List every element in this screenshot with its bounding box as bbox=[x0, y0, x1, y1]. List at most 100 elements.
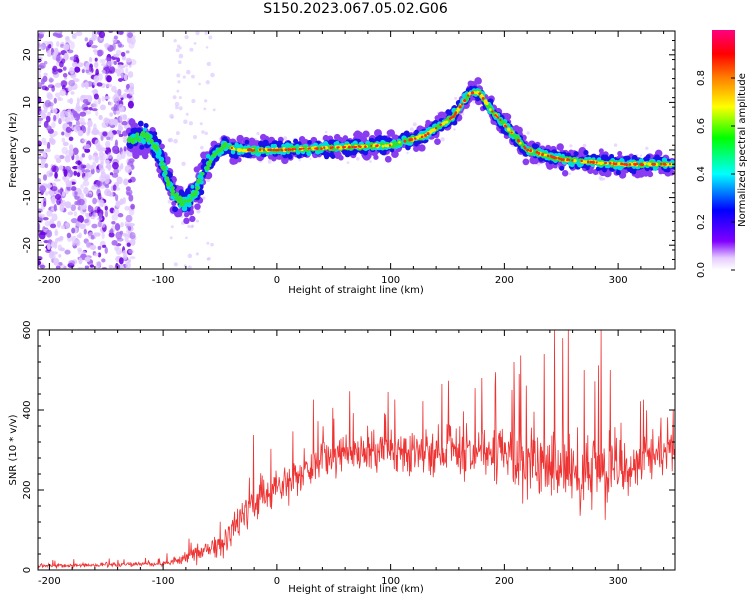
ridge-point bbox=[625, 163, 628, 166]
noise-speck bbox=[112, 53, 119, 58]
ridge-point bbox=[386, 137, 392, 143]
noise-speck bbox=[77, 215, 85, 224]
ridge-point bbox=[583, 149, 589, 156]
noise-speck bbox=[115, 194, 119, 202]
noise-speck bbox=[204, 99, 208, 103]
ridge-point bbox=[323, 151, 330, 159]
noise-speck bbox=[39, 264, 46, 269]
noise-speck bbox=[54, 228, 58, 237]
noise-speck bbox=[126, 83, 130, 89]
ridge-point bbox=[499, 118, 502, 122]
ridge-point bbox=[513, 125, 520, 132]
noise-speck bbox=[83, 218, 90, 224]
ridge-point bbox=[137, 120, 144, 127]
noise-speck bbox=[53, 178, 61, 182]
noise-speck bbox=[44, 87, 49, 91]
noise-speck bbox=[70, 186, 77, 191]
noise-speck bbox=[104, 176, 110, 185]
ridge-point bbox=[330, 154, 336, 159]
ridge-point bbox=[195, 186, 200, 191]
noise-speck bbox=[113, 35, 118, 40]
noise-speck bbox=[99, 174, 105, 182]
noise-speck bbox=[63, 52, 69, 60]
noise-speck bbox=[55, 54, 61, 62]
ridge-point bbox=[325, 146, 329, 150]
noise-speck bbox=[169, 236, 173, 240]
halo-speck bbox=[283, 136, 288, 141]
noise-speck bbox=[38, 62, 46, 69]
noise-speck bbox=[73, 211, 77, 217]
noise-speck bbox=[113, 208, 120, 215]
noise-speck bbox=[71, 227, 76, 234]
ridge-point bbox=[576, 160, 582, 166]
ridge-point bbox=[277, 148, 280, 152]
noise-speck bbox=[60, 225, 66, 230]
ridge-point bbox=[580, 159, 583, 163]
noise-speck bbox=[70, 204, 76, 212]
noise-speck bbox=[101, 95, 106, 102]
noise-speck bbox=[127, 259, 132, 263]
noise-speck bbox=[43, 201, 47, 207]
noise-speck bbox=[80, 94, 88, 99]
ridge-point bbox=[274, 148, 278, 152]
noise-speck bbox=[60, 80, 68, 88]
ridge-point bbox=[418, 144, 426, 152]
noise-speck bbox=[72, 78, 80, 83]
noise-speck bbox=[52, 65, 58, 72]
noise-speck bbox=[53, 97, 57, 104]
noise-speck bbox=[70, 110, 77, 114]
ridge-point bbox=[573, 151, 579, 157]
noise-speck bbox=[50, 185, 58, 192]
noise-speck bbox=[112, 95, 120, 102]
noise-speck bbox=[46, 141, 51, 150]
noise-speck bbox=[199, 122, 203, 126]
ridge-point bbox=[269, 148, 272, 152]
noise-speck bbox=[114, 89, 118, 94]
ridge-point bbox=[183, 217, 190, 225]
ridge-point bbox=[284, 148, 288, 152]
noise-speck bbox=[85, 69, 90, 74]
noise-speck bbox=[120, 221, 124, 228]
noise-speck bbox=[61, 137, 66, 143]
noise-speck bbox=[191, 99, 196, 104]
ridge-point bbox=[197, 178, 202, 182]
ridge-point bbox=[426, 132, 430, 136]
noise-speck bbox=[85, 193, 93, 198]
noise-speck bbox=[41, 137, 47, 143]
ridge-point bbox=[370, 144, 373, 147]
noise-speck bbox=[89, 244, 97, 250]
noise-speck bbox=[80, 184, 84, 190]
halo-speck bbox=[256, 131, 260, 136]
noise-speck bbox=[188, 121, 194, 126]
noise-speck bbox=[57, 189, 62, 193]
noise-speck bbox=[114, 223, 121, 231]
noise-speck bbox=[103, 43, 111, 48]
ridge-point bbox=[260, 141, 266, 147]
ridge-point bbox=[403, 139, 407, 143]
noise-speck bbox=[38, 73, 42, 80]
noise-speck bbox=[68, 115, 74, 122]
halo-speck bbox=[613, 143, 618, 147]
noise-speck bbox=[187, 265, 192, 269]
noise-speck bbox=[53, 204, 57, 212]
noise-speck bbox=[178, 53, 184, 59]
noise-speck bbox=[44, 183, 48, 189]
noise-speck bbox=[88, 56, 93, 63]
noise-speck bbox=[73, 124, 81, 133]
noise-speck bbox=[45, 115, 51, 123]
ridge-point bbox=[139, 144, 145, 150]
noise-speck bbox=[43, 153, 47, 159]
noise-speck bbox=[95, 261, 102, 268]
noise-speck bbox=[122, 250, 127, 255]
snr-marks bbox=[38, 330, 675, 569]
ridge-point bbox=[337, 146, 340, 149]
noise-speck bbox=[101, 258, 106, 263]
noise-speck bbox=[172, 95, 177, 100]
noise-speck bbox=[120, 164, 124, 170]
noise-speck bbox=[77, 189, 81, 194]
noise-speck bbox=[187, 224, 191, 229]
noise-speck bbox=[201, 130, 205, 134]
noise-speck bbox=[76, 199, 82, 206]
noise-speck bbox=[75, 31, 83, 37]
ridge-point bbox=[645, 154, 651, 160]
